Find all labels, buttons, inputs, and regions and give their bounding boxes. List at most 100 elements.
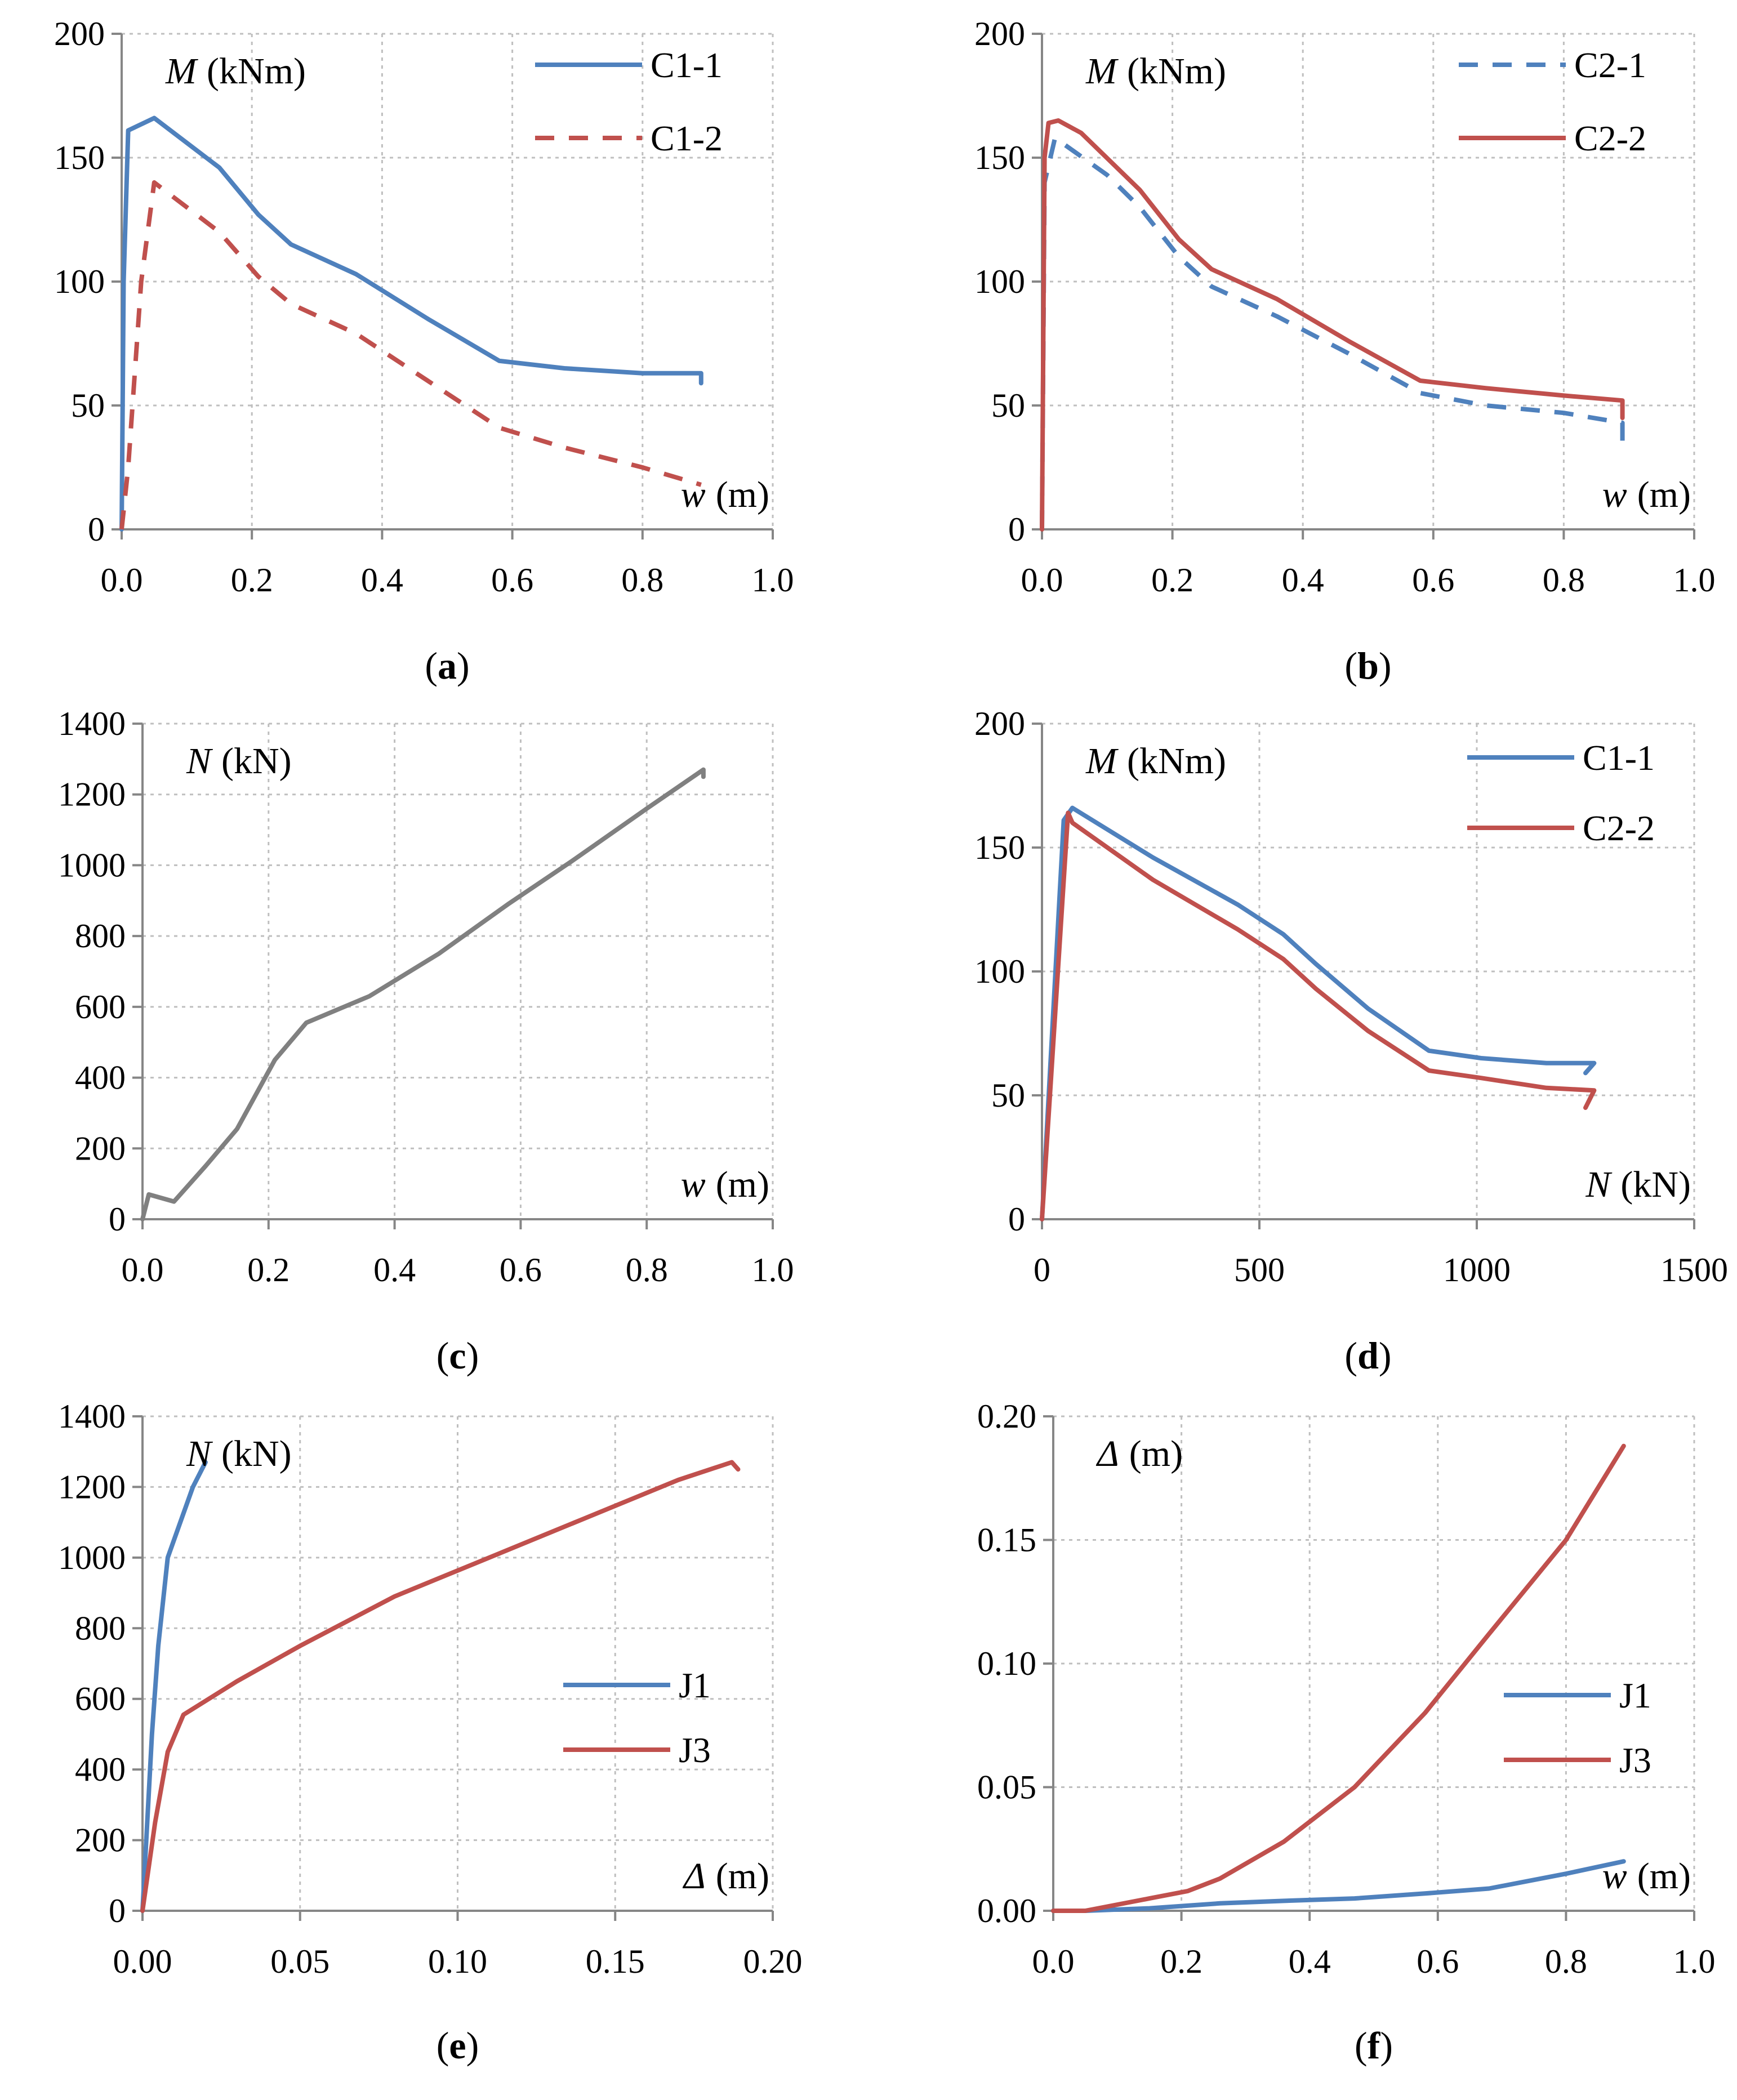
y-tick-label: 0 bbox=[1008, 511, 1025, 548]
y-axis-unit: (kNm) bbox=[1127, 51, 1226, 92]
x-tick-label: 0.20 bbox=[743, 1943, 803, 1980]
x-tick-label: 0.4 bbox=[1282, 561, 1324, 599]
y-tick-label: 200 bbox=[974, 15, 1025, 52]
chart-d: 0 50 100 150 200 0 500 1000 1500 M (kNm) N (kN) C1-1 C… bbox=[974, 705, 1728, 1377]
x-tick-label: 0.10 bbox=[428, 1943, 487, 1980]
x-tick-label: 0.8 bbox=[1543, 561, 1585, 599]
y-tick-label: 1200 bbox=[58, 776, 126, 813]
x-axis-unit: (m) bbox=[716, 1856, 769, 1897]
y-axis-unit: (kNm) bbox=[1127, 741, 1226, 782]
y-tick-label: 0 bbox=[109, 1201, 126, 1238]
y-axis-unit: (kN) bbox=[221, 741, 292, 782]
y-tick-label: 200 bbox=[54, 15, 105, 52]
y-tick-label: 0.10 bbox=[977, 1645, 1036, 1682]
x-tick-label: 0.8 bbox=[626, 1251, 668, 1288]
x-tick-label: 0.0 bbox=[1021, 561, 1063, 599]
x-axis-var: N bbox=[1585, 1164, 1613, 1205]
legend-label: C1-1 bbox=[1583, 738, 1655, 778]
y-tick-label: 1000 bbox=[58, 1539, 126, 1576]
y-tick-label: 400 bbox=[75, 1751, 126, 1788]
panel-caption: (c) bbox=[437, 1334, 479, 1377]
series-line-j1 bbox=[1051, 1859, 1626, 1913]
x-axis-unit: (m) bbox=[1637, 1856, 1691, 1897]
x-axis-var: w bbox=[1602, 474, 1627, 515]
series-line-j1 bbox=[140, 1460, 208, 1913]
series-line-j3 bbox=[140, 1460, 741, 1913]
y-tick-label: 200 bbox=[75, 1822, 126, 1859]
x-tick-label: 0.2 bbox=[1160, 1943, 1202, 1980]
y-tick-label: 1400 bbox=[58, 1398, 126, 1435]
x-tick-label: 1.0 bbox=[752, 561, 794, 599]
y-axis-unit: (m) bbox=[1129, 1433, 1183, 1474]
series-line-n bbox=[140, 767, 706, 1221]
y-axis-label: N (kN) bbox=[186, 741, 292, 782]
legend-label: J3 bbox=[679, 1730, 711, 1770]
legend-label: C1-2 bbox=[651, 118, 723, 158]
x-axis-unit: (m) bbox=[716, 1164, 769, 1205]
x-tick-label: 0.8 bbox=[1545, 1943, 1587, 1980]
y-tick-label: 100 bbox=[54, 263, 105, 300]
y-tick-label: 0.20 bbox=[977, 1398, 1036, 1435]
y-axis-unit: (kN) bbox=[221, 1433, 292, 1474]
series-line-c2-2 bbox=[1040, 118, 1625, 532]
chart-e: 0 200 400 600 800 1000 1200 1400 0.00 0.05 0.10 0.1… bbox=[58, 1398, 803, 2067]
x-axis-unit: (kN) bbox=[1620, 1164, 1691, 1205]
panel-caption: (e) bbox=[437, 2024, 479, 2067]
x-axis-label: w (m) bbox=[1602, 474, 1691, 515]
x-tick-label: 0.2 bbox=[247, 1251, 290, 1288]
y-axis-label: M (kNm) bbox=[1085, 741, 1226, 782]
x-tick-label: 0.6 bbox=[1417, 1943, 1459, 1980]
legend-label: J3 bbox=[1619, 1740, 1651, 1780]
x-tick-label: 0.15 bbox=[586, 1943, 645, 1980]
y-tick-label: 150 bbox=[974, 829, 1025, 866]
y-tick-label: 1400 bbox=[58, 705, 126, 742]
x-axis-label: N (kN) bbox=[1585, 1164, 1691, 1205]
x-tick-label: 500 bbox=[1234, 1251, 1285, 1288]
y-tick-label: 100 bbox=[974, 953, 1025, 990]
y-tick-label: 50 bbox=[991, 1077, 1025, 1114]
y-tick-label: 50 bbox=[71, 387, 105, 424]
panel-caption: (a) bbox=[425, 644, 469, 687]
x-tick-label: 0.8 bbox=[621, 561, 663, 599]
panel-caption: (f) bbox=[1355, 2024, 1393, 2067]
y-axis-unit: (kNm) bbox=[207, 51, 306, 92]
y-tick-label: 600 bbox=[75, 1680, 126, 1718]
y-axis-var: N bbox=[186, 741, 213, 782]
x-axis-var: Δ bbox=[682, 1856, 706, 1897]
y-tick-label: 0.15 bbox=[977, 1522, 1036, 1559]
y-tick-label: 800 bbox=[75, 917, 126, 955]
legend-label: J1 bbox=[1619, 1675, 1651, 1715]
y-axis-label: N (kN) bbox=[186, 1433, 292, 1474]
x-tick-label: 1.0 bbox=[1673, 561, 1716, 599]
y-tick-label: 200 bbox=[75, 1130, 126, 1167]
x-axis-label: w (m) bbox=[681, 1164, 769, 1205]
x-tick-label: 0.0 bbox=[122, 1251, 164, 1288]
chart-f: 0.000.050.100.150.200.0 0.2 0.4 0.6 0.8 1.0Δ(… bbox=[977, 1398, 1716, 2067]
x-tick-label: 0 bbox=[1034, 1251, 1050, 1288]
x-tick-label: 0.2 bbox=[231, 561, 273, 599]
x-tick-label: 0.6 bbox=[1412, 561, 1454, 599]
chart-a: 0 50 100 150 200 0.0 0.2 0.4 0.6 0.8 1.0 M (kNm) w (m)… bbox=[54, 15, 794, 687]
series-line-c1-1 bbox=[119, 115, 703, 532]
panel-caption: (d) bbox=[1344, 1334, 1391, 1377]
y-tick-label: 800 bbox=[75, 1609, 126, 1647]
chart-c: 0 200 400 600 800 1000 1200 1400 0.0 0.2 0.4 0.6 0.8… bbox=[58, 705, 794, 1377]
x-tick-label: 0.00 bbox=[113, 1943, 172, 1980]
legend-label: C1-1 bbox=[651, 45, 723, 85]
panel-caption: (b) bbox=[1344, 644, 1391, 687]
x-tick-label: 0.0 bbox=[1032, 1943, 1075, 1980]
y-tick-label: 50 bbox=[991, 387, 1025, 424]
y-axis-label: Δ (m) bbox=[1095, 1433, 1183, 1474]
y-axis-var: M bbox=[1085, 741, 1119, 782]
x-axis-unit: (m) bbox=[1637, 474, 1691, 515]
x-tick-label: 0.05 bbox=[270, 1943, 329, 1980]
series-line-c1-1 bbox=[1040, 805, 1597, 1221]
x-tick-label: 0.4 bbox=[1289, 1943, 1331, 1980]
y-axis-label: M (kNm) bbox=[1085, 51, 1226, 92]
x-tick-label: 0.2 bbox=[1151, 561, 1193, 599]
y-tick-label: 200 bbox=[974, 705, 1025, 742]
y-axis-label: M (kNm) bbox=[165, 51, 306, 92]
legend-label: C2-2 bbox=[1574, 118, 1646, 158]
x-axis-label: w (m) bbox=[681, 474, 769, 515]
